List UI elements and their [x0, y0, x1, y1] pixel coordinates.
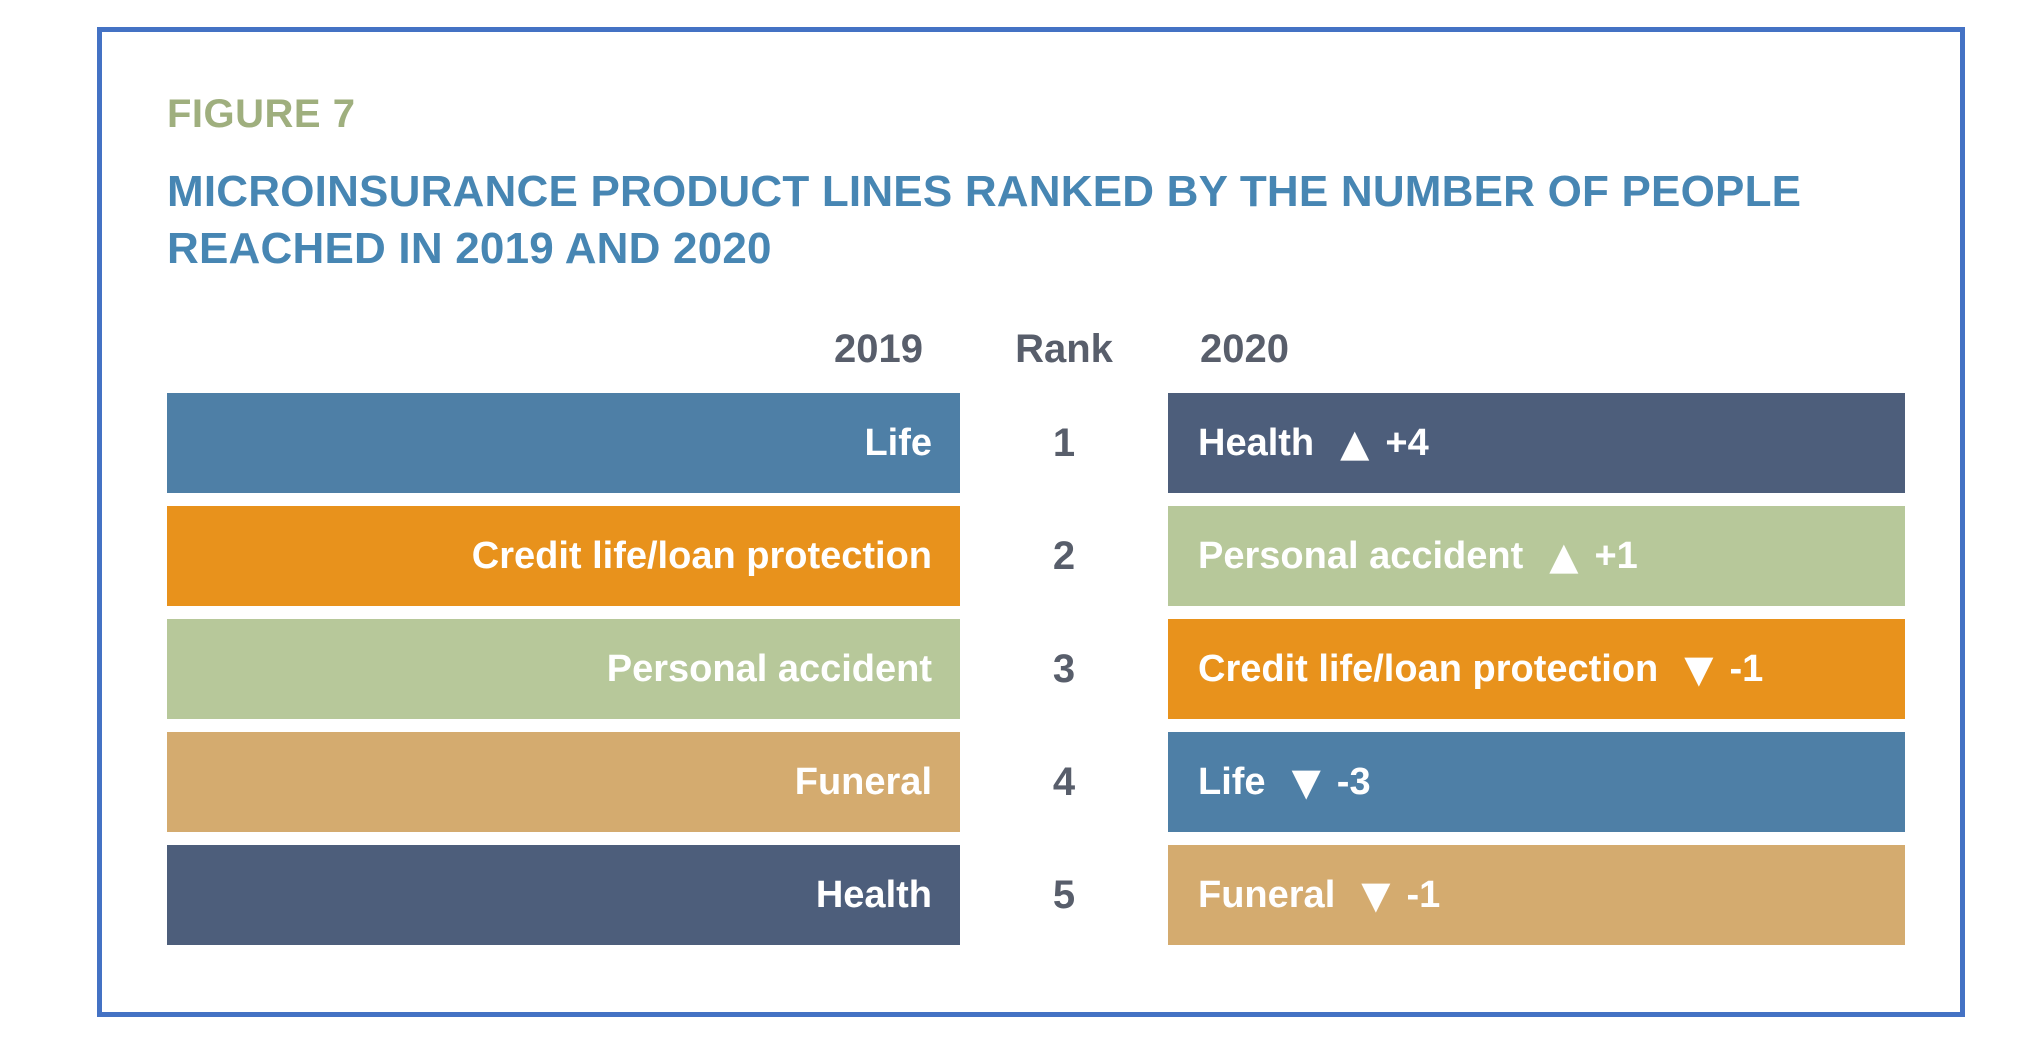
figure-title-line1: MICROINSURANCE PRODUCT LINES RANKED BY T…	[167, 167, 1802, 216]
rank-down-arrow-icon: ▼	[1684, 647, 1714, 691]
column-header-row: 2019 Rank 2020	[167, 325, 1905, 373]
bar-2019-label: Health	[815, 873, 932, 916]
bar-2020-label: Health	[1198, 421, 1315, 464]
bar-2019-life: Life	[167, 393, 960, 493]
rank-change-value: +1	[1594, 534, 1638, 577]
bar-2019-label: Life	[864, 421, 932, 464]
bar-2020-label: Credit life/loan protection	[1198, 647, 1659, 690]
bar-2019-health: Health	[167, 845, 960, 945]
figure-label: FIGURE 7	[167, 92, 356, 136]
bar-2020-credit-life: Credit life/loan protection ▼ -1	[1168, 619, 1905, 719]
bar-2020-personal-accident: Personal accident ▲ +1	[1168, 506, 1905, 606]
rank-down-arrow-icon: ▼	[1361, 873, 1391, 917]
figure-box: FIGURE 7 MICROINSURANCE PRODUCT LINES RA…	[97, 27, 1965, 1017]
rank-up-arrow-icon: ▲	[1549, 534, 1579, 578]
bar-2020-label: Personal accident	[1198, 534, 1524, 577]
rank-number-4: 4	[1052, 759, 1076, 804]
column-header-2019: 2019	[834, 326, 923, 371]
rank-change-value: +4	[1385, 421, 1429, 464]
rank-row-1: Life 1 Health ▲ +4	[167, 393, 1905, 493]
rank-up-arrow-icon: ▲	[1340, 421, 1370, 465]
bar-2020-health: Health ▲ +4	[1168, 393, 1905, 493]
rank-change-value: -3	[1336, 760, 1371, 803]
bar-2019-credit-life: Credit life/loan protection	[167, 506, 960, 606]
bar-2019-label: Credit life/loan protection	[471, 534, 932, 577]
bar-2020-label: Funeral	[1198, 873, 1336, 916]
bar-2019-label: Funeral	[794, 760, 932, 803]
bar-2020-life: Life ▼ -3	[1168, 732, 1905, 832]
rank-down-arrow-icon: ▼	[1291, 760, 1321, 804]
rank-number-2: 2	[1052, 533, 1076, 578]
rank-row-5: Health 5 Funeral ▼ -1	[167, 845, 1905, 945]
column-header-rank: Rank	[1015, 326, 1113, 371]
bar-2020-funeral: Funeral ▼ -1	[1168, 845, 1905, 945]
rank-row-2: Credit life/loan protection 2 Personal a…	[167, 506, 1905, 606]
rank-row-4: Funeral 4 Life ▼ -3	[167, 732, 1905, 832]
rank-change-value: -1	[1729, 647, 1764, 690]
rank-change-value: -1	[1406, 873, 1441, 916]
rank-number-5: 5	[1052, 872, 1076, 917]
bar-2019-personal-accident: Personal accident	[167, 619, 960, 719]
rank-row-3: Personal accident 3 Credit life/loan pro…	[167, 619, 1905, 719]
figure-title: MICROINSURANCE PRODUCT LINES RANKED BY T…	[167, 163, 1905, 277]
rank-number-1: 1	[1052, 420, 1076, 465]
bar-2019-funeral: Funeral	[167, 732, 960, 832]
rank-number-3: 3	[1052, 646, 1076, 691]
figure-title-line2: REACHED IN 2019 AND 2020	[167, 224, 772, 273]
bar-2020-label: Life	[1198, 760, 1266, 803]
column-header-2020: 2020	[1200, 326, 1289, 371]
bar-2019-label: Personal accident	[606, 647, 932, 690]
